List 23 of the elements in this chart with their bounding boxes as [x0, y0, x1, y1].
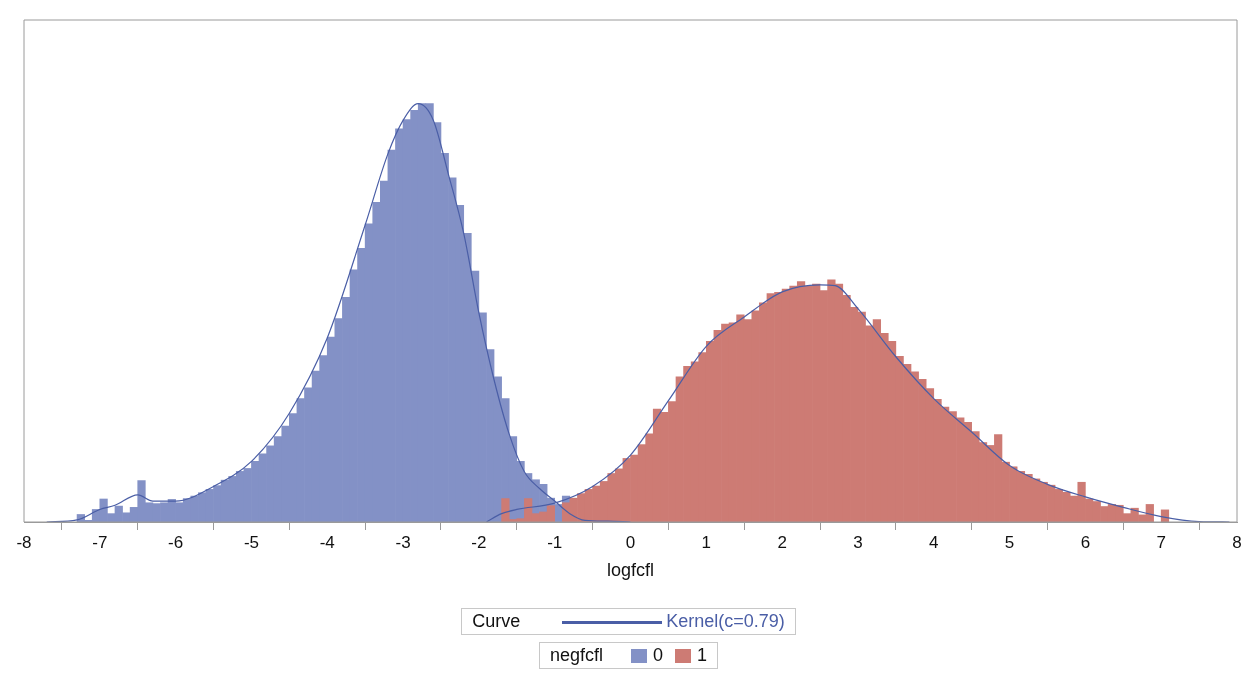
x-tick-label: -6 — [168, 532, 184, 552]
x-tick-label: -3 — [395, 532, 411, 552]
x-tick-label: -1 — [547, 532, 563, 552]
legend-label: 0 — [652, 645, 664, 666]
text: Curve — [472, 611, 521, 632]
x-tick-label: 0 — [625, 532, 636, 552]
x-tick-label: 8 — [1232, 532, 1242, 552]
x-tick-label: 5 — [1004, 532, 1015, 552]
x-tick-label: 7 — [1156, 532, 1166, 552]
x-tick-label: 1 — [701, 532, 712, 552]
x-tick-label: 4 — [929, 532, 939, 552]
x-tick-label: -5 — [243, 532, 259, 552]
x-tick-label: -2 — [471, 532, 487, 552]
x-tick-label: 2 — [777, 532, 787, 552]
x-tick-label: -7 — [92, 532, 108, 552]
x-tick-label: 6 — [1080, 532, 1091, 552]
legend-title: negfcfl — [549, 645, 603, 666]
text: Kernel(c=0.79) — [666, 611, 785, 631]
x-tick-label: -8 — [16, 532, 32, 552]
x-tick-label: 3 — [853, 532, 863, 552]
legend-label: 1 — [696, 645, 708, 666]
x-axis-title: logfcfl — [606, 560, 655, 581]
x-tick-label: -4 — [319, 532, 335, 552]
